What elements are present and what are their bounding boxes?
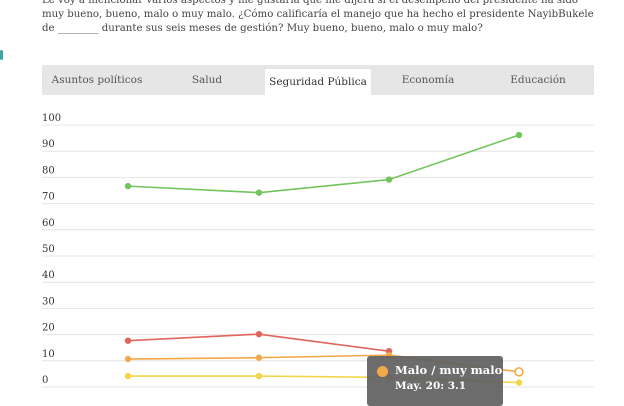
tab-economia[interactable]: Economía (401, 74, 455, 86)
category-tabs: Asuntos políticos Salud Seguridad Públic… (42, 65, 594, 95)
y-tick-label-90: 90 (42, 139, 55, 150)
data-point-green-1[interactable] (255, 189, 263, 196)
y-tick-label-100: 100 (42, 113, 61, 124)
data-point-orange-3[interactable] (514, 367, 524, 377)
tab-educacion[interactable]: Educación (510, 74, 566, 86)
data-point-green-2[interactable] (385, 176, 393, 183)
y-tick-label-80: 80 (42, 165, 55, 176)
y-tick-label-60: 60 (42, 218, 55, 229)
tooltip-value: May. 20: 3.1 (395, 380, 467, 392)
tab-seguridad-publica[interactable]: Seguridad Pública (265, 69, 371, 95)
chart-tooltip: Malo / muy malo May. 20: 3.1 (367, 356, 503, 406)
y-tick-label-0: 0 (42, 375, 48, 386)
series-line-green (127, 134, 520, 194)
data-point-orange-0[interactable] (124, 355, 132, 363)
tab-asuntos-politicos[interactable]: Asuntos políticos (51, 74, 143, 86)
y-tick-label-30: 30 (42, 296, 55, 307)
tooltip-series-name: Malo / muy malo (395, 363, 503, 377)
tab-salud[interactable]: Salud (191, 74, 223, 86)
data-point-red-0[interactable] (124, 337, 132, 344)
y-tick-label-50: 50 (42, 244, 55, 255)
data-point-yellow-3[interactable] (515, 379, 523, 386)
data-point-yellow-1[interactable] (255, 372, 263, 380)
data-point-green-3[interactable] (515, 131, 523, 139)
y-tick-label-20: 20 (42, 323, 55, 334)
y-tick-label-70: 70 (42, 192, 55, 203)
y-tick-label-40: 40 (42, 270, 55, 281)
data-point-orange-1[interactable] (255, 354, 263, 361)
data-point-yellow-0[interactable] (124, 372, 132, 380)
data-point-red-1[interactable] (255, 330, 263, 338)
survey-question: Le voy a mencionar varios aspectos y me … (42, 0, 594, 34)
tooltip-series-dot (377, 366, 388, 377)
edge-accent-mark (0, 50, 3, 60)
y-tick-label-10: 10 (42, 349, 55, 360)
data-point-green-0[interactable] (124, 182, 132, 190)
